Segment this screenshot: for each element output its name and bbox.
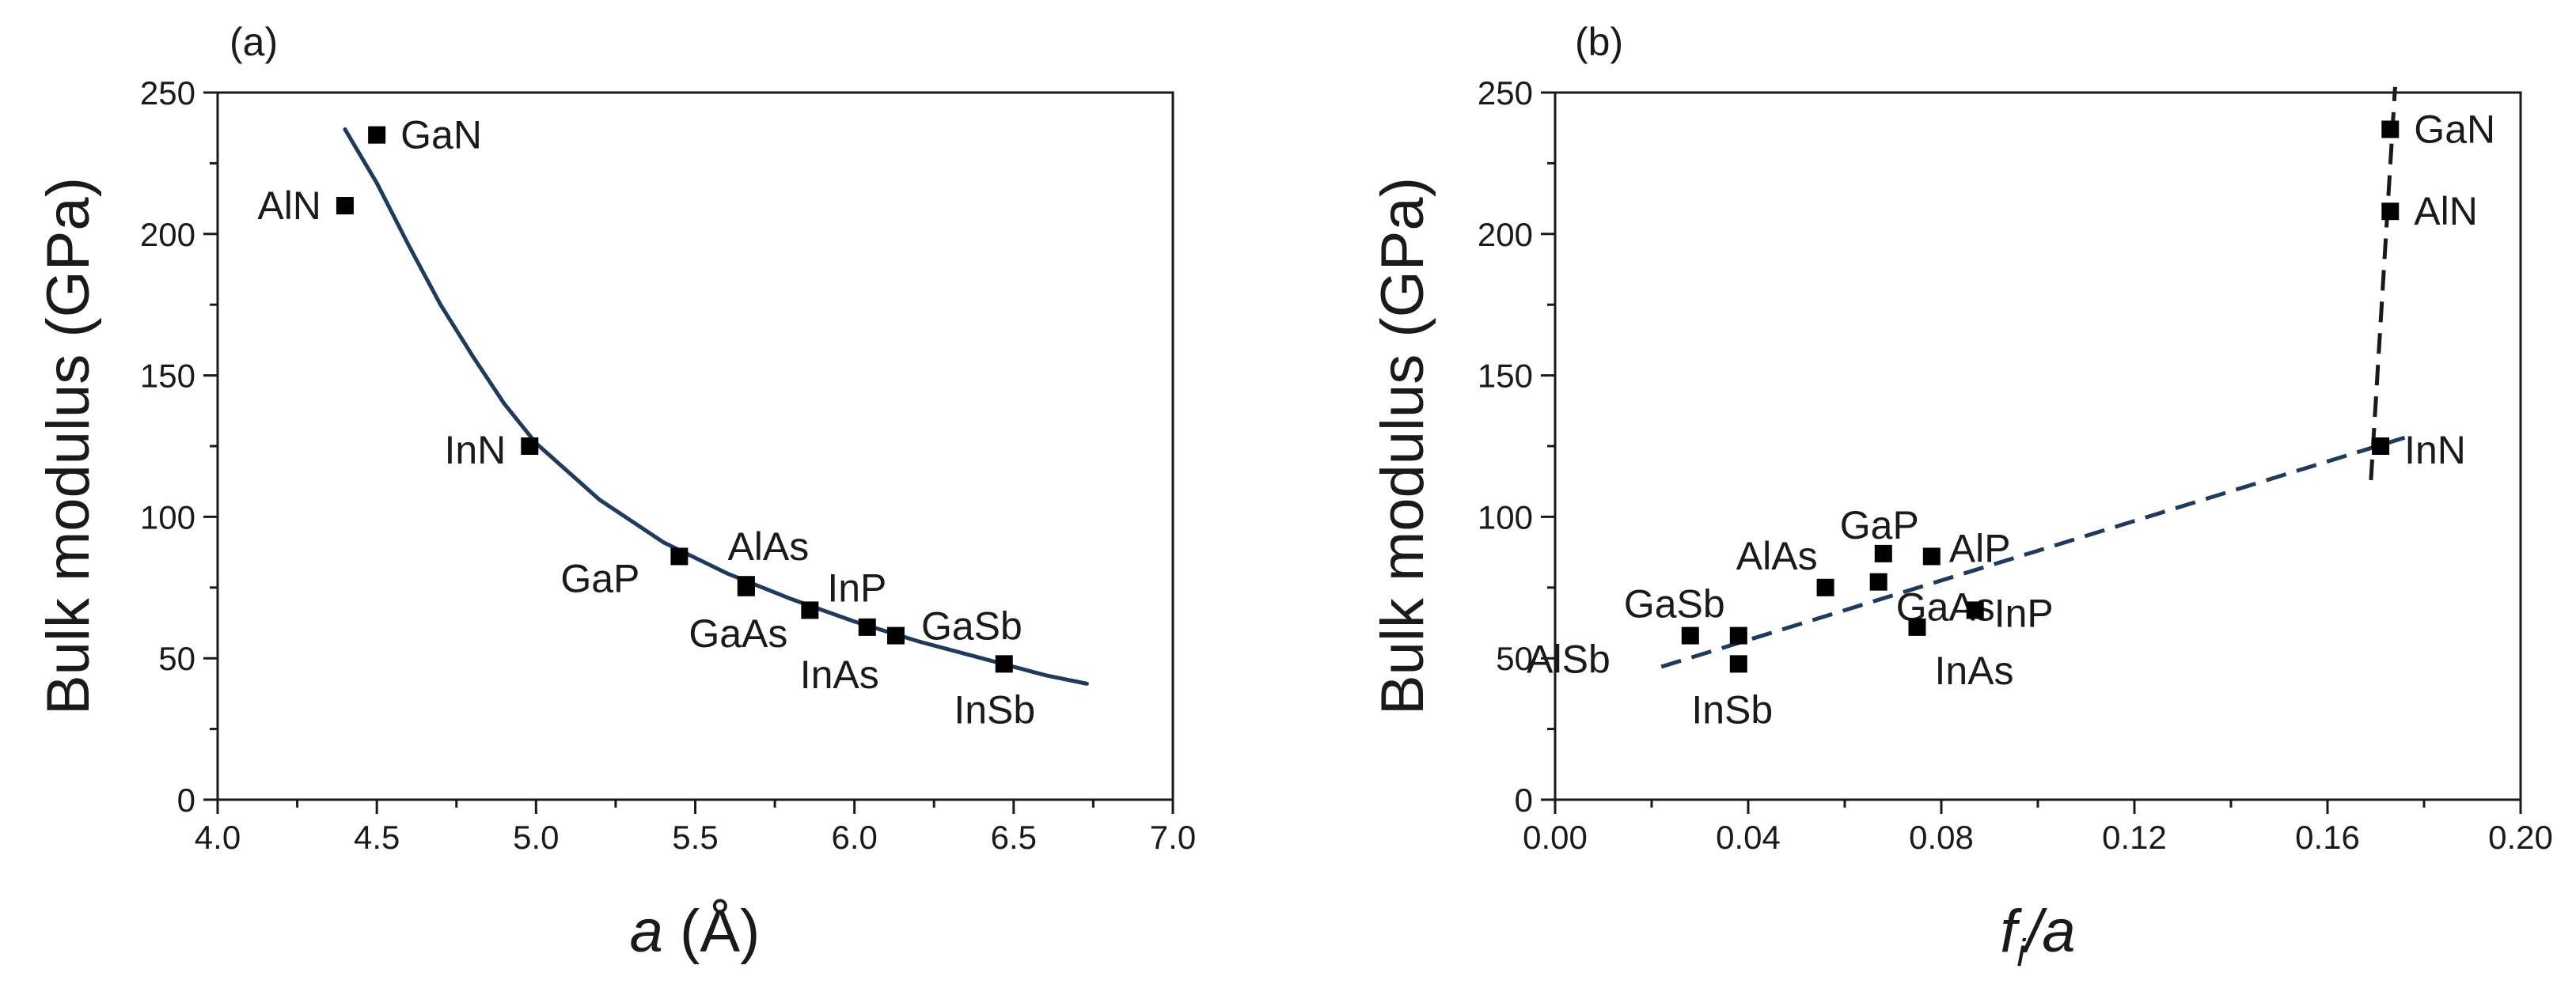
panel-b-point-alsb (1729, 626, 1747, 645)
panel-a-y-tick-label: 50 (158, 640, 195, 677)
panel-a-point-aln (336, 197, 354, 215)
panel-a-y-tick-label: 0 (177, 782, 195, 819)
panel-a-point-gasb (886, 626, 905, 645)
panel-b-chart: 0.00 0.04 0.08 0.12 0.16 0.20 0 50 100 150 200 250 G… (1369, 20, 2553, 975)
panel-b-x-axis-rest: /a (2021, 898, 2075, 965)
panel-a-y-axis-title: Bulk modulus (GPa) (35, 177, 102, 715)
panel-a-point-insb (995, 655, 1013, 673)
panel-a-point-inn (521, 437, 539, 455)
panel-a-point-label-gan: GaN (400, 113, 482, 157)
panel-a-point-gaas (737, 578, 755, 596)
panel-a-point-label-inp: InP (827, 566, 886, 610)
panel-b-point-inn (2372, 437, 2390, 455)
panel-a-point-label-alas: AlAs (727, 524, 809, 569)
panel-b-point-alp (1922, 547, 1941, 566)
panel-b-x-tick-label: 0.12 (2102, 819, 2167, 856)
panel-a-x-tick-label: 6.5 (991, 819, 1037, 856)
panel-a-x-axis-symbol: a (630, 898, 663, 965)
panel-a-point-label-inn: InN (444, 428, 506, 472)
panel-b-point-label-gan: GaN (2414, 107, 2495, 151)
panel-b-trend-line-2 (2369, 86, 2397, 481)
panel-a-x-tick-label: 4.0 (195, 819, 241, 856)
panel-b-x-tick-label: 0.00 (1523, 819, 1588, 856)
panel-b-y-tick-label: 50 (1496, 640, 1533, 677)
panel-b-point-gasb (1681, 626, 1699, 645)
panel-a-point-label-gasb: GaSb (921, 604, 1022, 649)
panel-b-point-label-alas: AlAs (1736, 534, 1818, 578)
panel-a-x-axis-title: a (Å) (630, 898, 761, 965)
panel-a-point-label-gap: GaP (560, 556, 639, 600)
panel-b-y-axis-title: Bulk modulus (GPa) (1369, 177, 1436, 715)
panel-b-y-tick-label: 200 (1478, 216, 1533, 253)
panel-a-point-label-aln: AlN (257, 184, 321, 228)
panel-b-x-tick-label: 0.04 (1716, 819, 1781, 856)
panel-b-y-tick-label: 150 (1478, 358, 1533, 395)
panel-a-y-tick-label: 200 (140, 216, 195, 253)
panel-b-point-gap (1874, 544, 1892, 562)
panel-a-x-tick-label: 5.5 (672, 819, 718, 856)
panel-a-x-axis-unit: (Å) (663, 898, 760, 965)
panel-b-point-label-gap: GaP (1840, 503, 1919, 547)
panel-b-point-label-gasb: GaSb (1624, 582, 1725, 626)
panel-b-point-aln (2381, 202, 2400, 221)
panel-a-point-label-inas: InAs (800, 653, 879, 697)
panel-a-point-inp (801, 601, 819, 619)
panel-b-point-inp (1966, 601, 1984, 619)
panel-b-x-axis-title: fi/a (2000, 898, 2075, 975)
panel-a-point-gan (368, 126, 386, 144)
panel-b-label: (b) (1575, 20, 1623, 64)
panel-a-y-tick-label: 100 (140, 498, 195, 536)
panel-a-point-label-insb: InSb (954, 687, 1035, 732)
panel-a-y-tick-label: 250 (140, 74, 195, 112)
panel-a-x-tick-label: 7.0 (1150, 819, 1196, 856)
panel-a-point-gap (670, 547, 689, 566)
panel-b-x-tick-label: 0.16 (2295, 819, 2360, 856)
panel-b-point-label-alp: AlP (1949, 526, 2011, 570)
panel-a-x-tick-label: 5.0 (513, 819, 559, 856)
panel-a-y-tick-label: 150 (140, 358, 195, 395)
panel-b-point-gan (2381, 120, 2400, 138)
panel-b-point-inas (1908, 618, 1926, 636)
panel-b-y-tick-label: 250 (1478, 74, 1533, 112)
panel-a-label: (a) (230, 20, 278, 64)
panel-b-point-label-aln: AlN (2414, 189, 2478, 233)
panel-a-fit-curve (343, 127, 1089, 686)
panel-b-point-label-inp: InP (1994, 591, 2054, 635)
panel-b-point-label-inn: InN (2404, 428, 2466, 472)
panel-a-point-inas (858, 618, 876, 636)
panel-a-x-tick-label: 4.5 (354, 819, 400, 856)
panel-a-chart: 4.0 4.5 5.0 5.5 6.0 6.5 7.0 0 50 100 150 200 250 GaN A… (35, 20, 1196, 965)
panel-b-point-label-inas: InAs (1935, 649, 2014, 693)
panel-b-y-tick-label: 100 (1478, 498, 1533, 536)
panel-b-point-label-alsb: AlSb (1527, 638, 1610, 682)
panel-b-trend-line-1 (1660, 435, 2406, 669)
panel-b-x-tick-label: 0.08 (1909, 819, 1974, 856)
panel-b-point-label-insb: InSb (1691, 687, 1773, 732)
panel-a-point-label-gaas: GaAs (689, 611, 787, 656)
panel-b-point-gaas (1869, 573, 1887, 591)
panel-b-point-insb (1729, 655, 1747, 673)
panel-b-y-tick-label: 0 (1515, 782, 1533, 819)
panel-b-x-axis-subscript: i (2017, 933, 2027, 975)
panel-b-x-tick-label: 0.20 (2488, 819, 2553, 856)
panel-a-x-tick-label: 6.0 (831, 819, 877, 856)
panel-b-point-alas (1816, 578, 1834, 596)
